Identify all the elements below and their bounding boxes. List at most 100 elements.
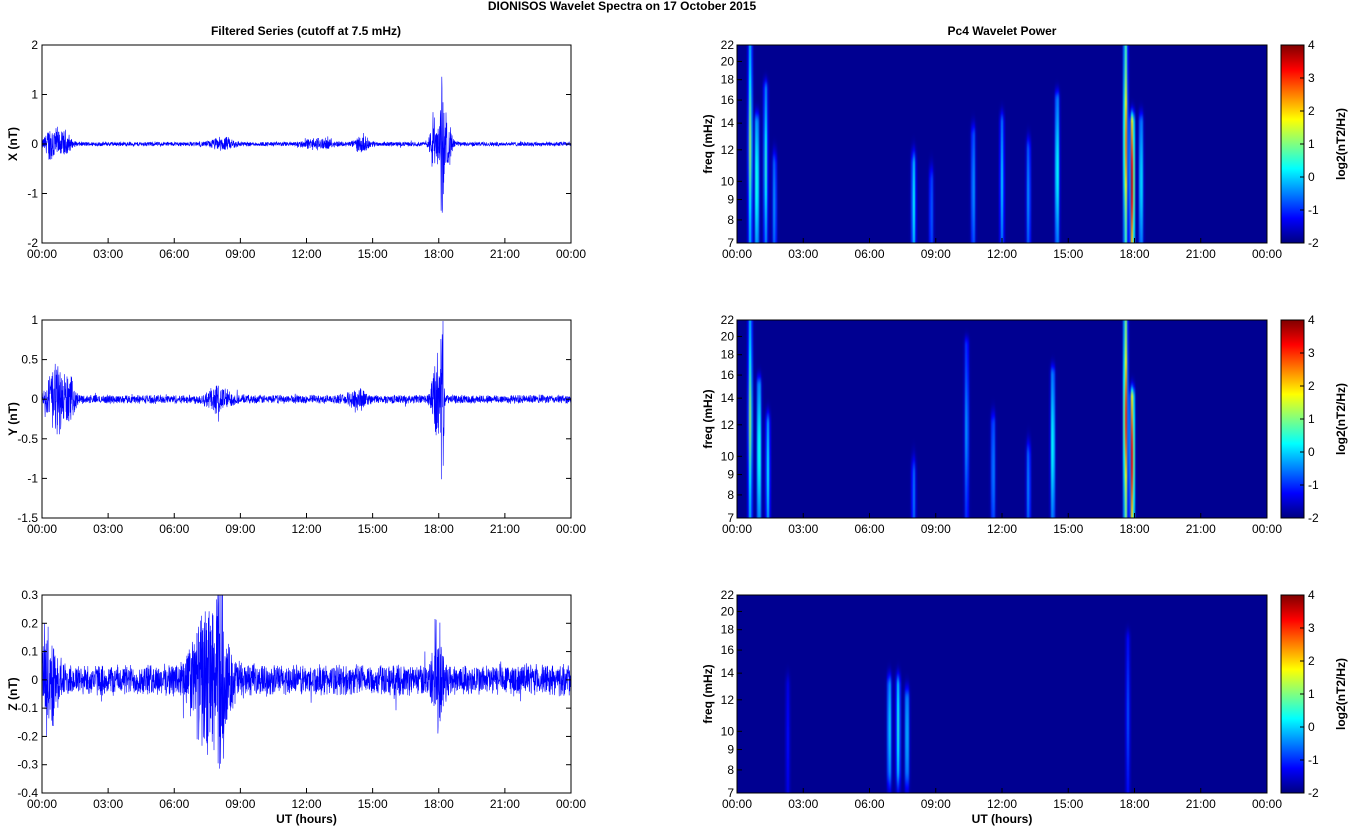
x-power-x-tick-label: 12:00 — [987, 247, 1017, 261]
x-power-y-tick-label: 22 — [721, 38, 735, 52]
z-series-y-tick-label: 0.1 — [21, 645, 38, 659]
x-power-colorbar-tick-label: 3 — [1308, 71, 1315, 85]
left-column-title: Filtered Series (cutoff at 7.5 mHz) — [211, 24, 401, 38]
x-series-x-tick-label: 06:00 — [159, 247, 189, 261]
z-power-colorbar-tick-label: 3 — [1308, 621, 1315, 635]
x-series-x-tick-label: 09:00 — [225, 247, 255, 261]
z-series-x-tick-label: 00:00 — [27, 797, 57, 811]
z-power-y-tick-label: 9 — [727, 743, 734, 757]
z-series-y-tick-label: 0 — [31, 673, 38, 687]
x-power-y-tick-label: 20 — [721, 54, 735, 68]
x-power-colorbar-tick-label: 2 — [1308, 104, 1315, 118]
y-series-y-tick-label: 1 — [31, 313, 38, 327]
x-power-x-tick-label: 21:00 — [1186, 247, 1216, 261]
y-power-colorbar-label: log2(nT2/Hz) — [1334, 383, 1348, 455]
right-column-title: Pc4 Wavelet Power — [948, 24, 1057, 38]
z-power-colorbar-tick-label: -1 — [1308, 753, 1319, 767]
z-power-heatmap-image — [737, 595, 1267, 793]
y-power-y-tick-label: 10 — [721, 449, 735, 463]
z-power-x-tick-label: 06:00 — [854, 797, 884, 811]
x-series-x-tick-label: 21:00 — [490, 247, 520, 261]
y-series-y-tick-label: -1 — [27, 471, 38, 485]
z-power-y-tick-label: 22 — [721, 588, 735, 602]
z-series-x-tick-label: 18:00 — [424, 797, 454, 811]
x-power-colorbar-label: log2(nT2/Hz) — [1334, 108, 1348, 180]
y-series-x-tick-label: 06:00 — [159, 522, 189, 536]
x-power-colorbar-tick-label: -2 — [1308, 236, 1319, 250]
y-power-y-tick-label: 7 — [727, 511, 734, 525]
x-power-x-tick-label: 00:00 — [1252, 247, 1282, 261]
x-power-y-tick-label: 10 — [721, 174, 735, 188]
y-power-y-tick-label: 20 — [721, 329, 735, 343]
z-series-series-line — [41, 594, 572, 769]
x-series-x-tick-label: 12:00 — [291, 247, 321, 261]
z-power-y-tick-label: 7 — [727, 786, 734, 800]
z-series-x-tick-label: 06:00 — [159, 797, 189, 811]
z-power-colorbar-tick-label: 2 — [1308, 654, 1315, 668]
z-series-x-tick-label: 21:00 — [490, 797, 520, 811]
z-power-y-tick-label: 10 — [721, 724, 735, 738]
x-series-y-tick-label: 0 — [31, 137, 38, 151]
z-series-x-tick-label: 12:00 — [291, 797, 321, 811]
z-power-colorbar-tick-label: 4 — [1308, 588, 1315, 602]
z-power-y-tick-label: 8 — [727, 763, 734, 777]
x-power-colorbar-tick-label: 1 — [1308, 137, 1315, 151]
x-power-x-tick-label: 00:00 — [722, 247, 752, 261]
figure-title: DIONISOS Wavelet Spectra on 17 October 2… — [488, 0, 757, 13]
z-series-y-tick-label: -0.2 — [17, 729, 38, 743]
y-power-y-tick-label: 18 — [721, 348, 735, 362]
x-power-x-tick-label: 03:00 — [788, 247, 818, 261]
z-power-x-tick-label: 12:00 — [987, 797, 1017, 811]
z-power-x-tick-label: 00:00 — [722, 797, 752, 811]
z-series-plot-area — [42, 595, 571, 793]
z-series-y-tick-label: -0.3 — [17, 758, 38, 772]
z-series-y-tick-label: -0.4 — [17, 786, 38, 800]
x-power-y-axis-label: freq (mHz) — [701, 114, 715, 173]
x-power-y-tick-label: 14 — [721, 116, 735, 130]
z-series-x-tick-label: 09:00 — [225, 797, 255, 811]
z-power-y-tick-label: 20 — [721, 604, 735, 618]
x-series-x-tick-label: 03:00 — [93, 247, 123, 261]
x-series-y-tick-label: 2 — [31, 38, 38, 52]
y-series-x-tick-label: 21:00 — [490, 522, 520, 536]
x-series-series-line — [41, 76, 572, 213]
x-power-colorbar-tick-label: 0 — [1308, 170, 1315, 184]
y-series-x-tick-label: 03:00 — [93, 522, 123, 536]
z-series-y-tick-label: 0.2 — [21, 616, 38, 630]
z-power-x-tick-label: 00:00 — [1252, 797, 1282, 811]
y-power-y-tick-label: 16 — [721, 368, 735, 382]
y-series-x-tick-label: 00:00 — [556, 522, 586, 536]
y-power-x-tick-label: 12:00 — [987, 522, 1017, 536]
y-power-x-tick-label: 00:00 — [1252, 522, 1282, 536]
z-series-y-tick-label: -0.1 — [17, 701, 38, 715]
x-power-y-tick-label: 7 — [727, 236, 734, 250]
y-power-colorbar-tick-label: 3 — [1308, 346, 1315, 360]
z-power-x-tick-label: 15:00 — [1053, 797, 1083, 811]
y-series-x-tick-label: 00:00 — [27, 522, 57, 536]
y-power-y-axis-label: freq (mHz) — [701, 389, 715, 448]
z-power-y-tick-label: 12 — [721, 693, 735, 707]
z-power-y-tick-label: 16 — [721, 643, 735, 657]
y-power-x-tick-label: 00:00 — [722, 522, 752, 536]
y-power-colorbar-tick-label: -1 — [1308, 478, 1319, 492]
z-power-y-tick-label: 14 — [721, 666, 735, 680]
y-power-y-tick-label: 9 — [727, 468, 734, 482]
y-power-colorbar-tick-label: 2 — [1308, 379, 1315, 393]
z-power-x-tick-label: 03:00 — [788, 797, 818, 811]
y-power-colorbar-tick-label: 4 — [1308, 313, 1315, 327]
y-power-y-tick-label: 14 — [721, 391, 735, 405]
z-power-colorbar-tick-label: 0 — [1308, 720, 1315, 734]
y-series-y-tick-label: -0.5 — [17, 432, 38, 446]
x-power-colorbar-tick-label: -1 — [1308, 203, 1319, 217]
z-power-colorbar-tick-label: 1 — [1308, 687, 1315, 701]
y-series-y-tick-label: -1.5 — [17, 511, 38, 525]
y-power-x-tick-label: 21:00 — [1186, 522, 1216, 536]
y-series-y-axis-label: Y (nT) — [6, 402, 20, 436]
x-power-heatmap-image — [737, 45, 1267, 243]
z-power-x-tick-label: 18:00 — [1119, 797, 1149, 811]
x-power-x-tick-label: 18:00 — [1119, 247, 1149, 261]
y-power-y-tick-label: 12 — [721, 418, 735, 432]
x-series-y-tick-label: 1 — [31, 88, 38, 102]
z-series-y-tick-label: 0.3 — [21, 588, 38, 602]
